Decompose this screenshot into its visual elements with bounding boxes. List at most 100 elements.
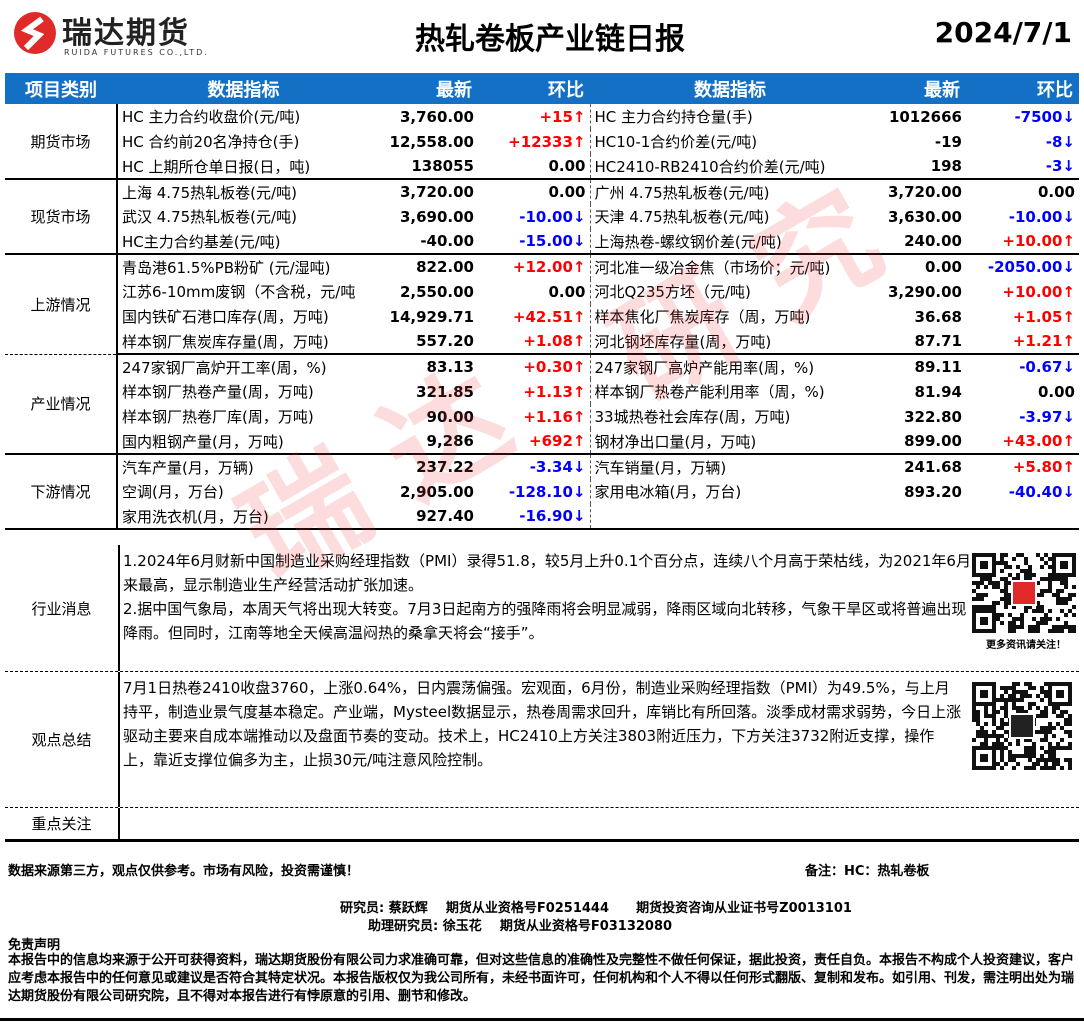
col-change: 环比 <box>478 73 590 104</box>
change-value: -40.40↓ <box>1008 482 1075 501</box>
change-value: -16.90↓ <box>478 504 590 530</box>
change-value: -3.34↓ <box>529 458 586 476</box>
indicator: HC 上期所仓单日报(日，吨) <box>117 154 370 180</box>
category-label: 期货市场 <box>5 104 118 180</box>
latest-value: 87.71 <box>870 329 966 355</box>
table-row: 产业情况 247家钢厂高炉开工率(周，%) 83.13 +0.30↑ 247家钢厂高炉产… <box>5 354 1079 455</box>
latest-value: 241.68 <box>904 458 962 476</box>
change-value: +5.80↑ <box>1012 458 1075 476</box>
category-label: 上游情况 <box>5 254 118 355</box>
latest-value: 14,929.71 <box>389 307 474 326</box>
change-value: -8↓ <box>1045 132 1075 151</box>
latest-value: 2,550.00 <box>399 282 474 301</box>
focus-section: 重点关注 <box>5 808 1079 842</box>
table-row: 下游情况 汽车产量(月，万辆) 237.22 -3.34↓ 汽车销量(月，万辆) 241.… <box>5 454 1079 530</box>
indicator: 空调(月，万台) <box>122 483 224 501</box>
indicator: 武汉 4.75热轧板卷(元/吨) <box>122 208 297 226</box>
indicator: 国内铁矿石港口库存(周，万吨) <box>122 308 329 326</box>
latest-value: 81.94 <box>914 382 962 401</box>
change-value: -128.10↓ <box>508 482 586 501</box>
latest-value: 240.00 <box>870 229 966 255</box>
indicator: 样本钢厂焦炭库存量(周，万吨) <box>117 329 370 355</box>
indicator <box>589 504 870 530</box>
qr-code-wechat <box>972 682 1072 770</box>
latest-value: -40.00 <box>370 229 478 255</box>
qr-code <box>972 553 1076 633</box>
latest-value: 237.22 <box>416 458 474 476</box>
remark-note: 备注：HC：热轧卷板 <box>805 864 930 879</box>
indicator: HC 主力合约持仓量(手) <box>589 104 870 129</box>
change-value: 0.00 <box>548 183 586 201</box>
indicator: 247家钢厂高炉产能用率(周，%) <box>589 354 870 379</box>
change-value: +15↑ <box>539 107 586 126</box>
news-paragraph: 2.据中国气象局，本周天气将出现大转变。7月3日起南方的强降雨将会明显减弱，降雨… <box>123 600 967 642</box>
latest-value: 3,690.00 <box>399 207 474 226</box>
report-date: 2024/7/1 <box>934 16 1072 49</box>
latest-value: 822.00 <box>416 258 474 276</box>
logo-name: 瑞达期货 <box>62 16 190 51</box>
assistant-info: 助理研究员: 徐玉花 期货从业资格号F03132080 <box>368 919 673 934</box>
summary-label: 观点总结 <box>5 672 120 807</box>
table-row: 国内铁矿石港口库存(周，万吨) 14,929.71 +42.51↑ 样本焦化厂焦炭库存… <box>5 304 1079 329</box>
page-title: 热轧卷板产业链日报 <box>415 22 685 57</box>
indicator: 样本钢厂热卷厂库(周，万吨) <box>122 408 314 426</box>
table-row: 武汉 4.75热轧板卷(元/吨) 3,690.00 -10.00↓ 天津 4.75热轧… <box>5 204 1079 229</box>
summary-section: 观点总结 7月1日热卷2410收盘3760，上涨0.64%，日内震荡偏强。宏观面… <box>5 672 1079 808</box>
indicator: HC10-1合约价差(元/吨) <box>589 129 870 154</box>
indicator: 样本焦化厂焦炭库存（周，万吨) <box>589 304 870 329</box>
change-value: +43.00↑ <box>966 429 1079 455</box>
change-value: -10.00↓ <box>519 207 586 226</box>
news-label: 行业消息 <box>5 545 120 671</box>
change-value: 0.00 <box>478 154 590 180</box>
latest-value: 36.68 <box>914 307 962 326</box>
change-value <box>966 504 1079 530</box>
data-source-note: 数据来源第三方，观点仅供参考。市场有风险，投资需谨慎！ <box>8 864 360 879</box>
col-indicator: 数据指标 <box>117 73 370 104</box>
indicator: 样本钢厂热卷产量(周，万吨) <box>122 383 314 401</box>
indicator: 样本钢厂热卷产能利用率（周，%) <box>589 379 870 404</box>
table-row: 样本钢厂焦炭库存量(周，万吨) 557.20 +1.08↑ 河北钢坯库存量(周，万吨)… <box>5 329 1079 355</box>
change-value: 0.00 <box>1037 382 1075 401</box>
logo-icon <box>14 12 56 54</box>
latest-value: 9,286 <box>370 429 478 455</box>
indicator: 天津 4.75热轧板卷(元/吨) <box>589 204 870 229</box>
data-table: 项目类别 数据指标 最新 环比 数据指标 最新 环比 期货市场 HC 主力合约收盘… <box>5 73 1079 530</box>
change-value: +12.00↑ <box>512 258 586 276</box>
bottom-divider <box>0 1018 1084 1021</box>
indicator: 汽车销量(月，万辆) <box>589 454 870 479</box>
table-row: 家用洗衣机(月，万台) 927.40 -16.90↓ <box>5 504 1079 530</box>
indicator: 河北准一级冶金焦（市场价；元/吨) <box>589 254 870 279</box>
table-row: 样本钢厂热卷厂库(周，万吨) 90.00 +1.16↑ 33城热卷社会库存(周，万吨)… <box>5 404 1079 429</box>
researcher-info: 研究员: 蔡跃辉 期货从业资格号F0251444 期货投资咨询从业证书号Z001… <box>340 901 852 916</box>
change-value: 0.00 <box>1037 183 1075 201</box>
indicator: 河北钢坯库存量(周，万吨) <box>589 329 870 355</box>
indicator: 河北Q235方坯（元/吨) <box>589 279 870 304</box>
latest-value: 3,630.00 <box>887 207 962 226</box>
disclaimer-title: 免责声明 <box>8 938 61 953</box>
change-value: +1.13↑ <box>523 382 586 401</box>
indicator: HC主力合约基差(元/吨) <box>117 229 370 255</box>
company-logo: 瑞达期货 RUIDA FUTURES CO.,LTD. <box>12 6 212 62</box>
category-label: 下游情况 <box>5 454 118 530</box>
latest-value: 2,905.00 <box>399 482 474 501</box>
indicator: 247家钢厂高炉开工率(周，%) <box>122 358 327 377</box>
change-value: +692↑ <box>478 429 590 455</box>
change-value: +1.08↑ <box>478 329 590 355</box>
latest-value: 3,720.00 <box>887 183 962 201</box>
change-value: -0.67↓ <box>1019 358 1075 376</box>
change-value: +10.00↑ <box>966 229 1079 255</box>
change-value: -3.97↓ <box>1019 407 1075 426</box>
change-value: +1.21↑ <box>966 329 1079 355</box>
news-section: 行业消息 1.2024年6月财新中国制造业采购经理指数（PMI）录得51.8，较… <box>5 545 1079 672</box>
indicator: 江苏6-10mm废钢（不含税，元/吨 <box>122 283 356 301</box>
change-value: 0.00 <box>548 282 586 301</box>
table-row: HC 上期所仓单日报(日，吨) 138055 0.00 HC2410-RB2410合约… <box>5 154 1079 180</box>
change-value: +0.30↑ <box>523 358 586 376</box>
table-row: 现货市场 上海 4.75热轧板卷(元/吨) 3,720.00 0.00 广州 4.75热… <box>5 179 1079 255</box>
indicator: HC 主力合约收盘价(元/吨) <box>122 108 301 126</box>
change-value: +12333↑ <box>508 132 586 151</box>
table-row: 样本钢厂热卷产量(周，万吨) 321.85 +1.13↑ 样本钢厂热卷产能利用率（周，… <box>5 379 1079 404</box>
latest-value: 198 <box>870 154 966 180</box>
indicator: 国内粗钢产量(月，万吨) <box>117 429 370 455</box>
table-row: 上游情况 青岛港61.5%PB粉矿 (元/湿吨) 822.00 +12.00↑ 河北准一… <box>5 254 1079 355</box>
